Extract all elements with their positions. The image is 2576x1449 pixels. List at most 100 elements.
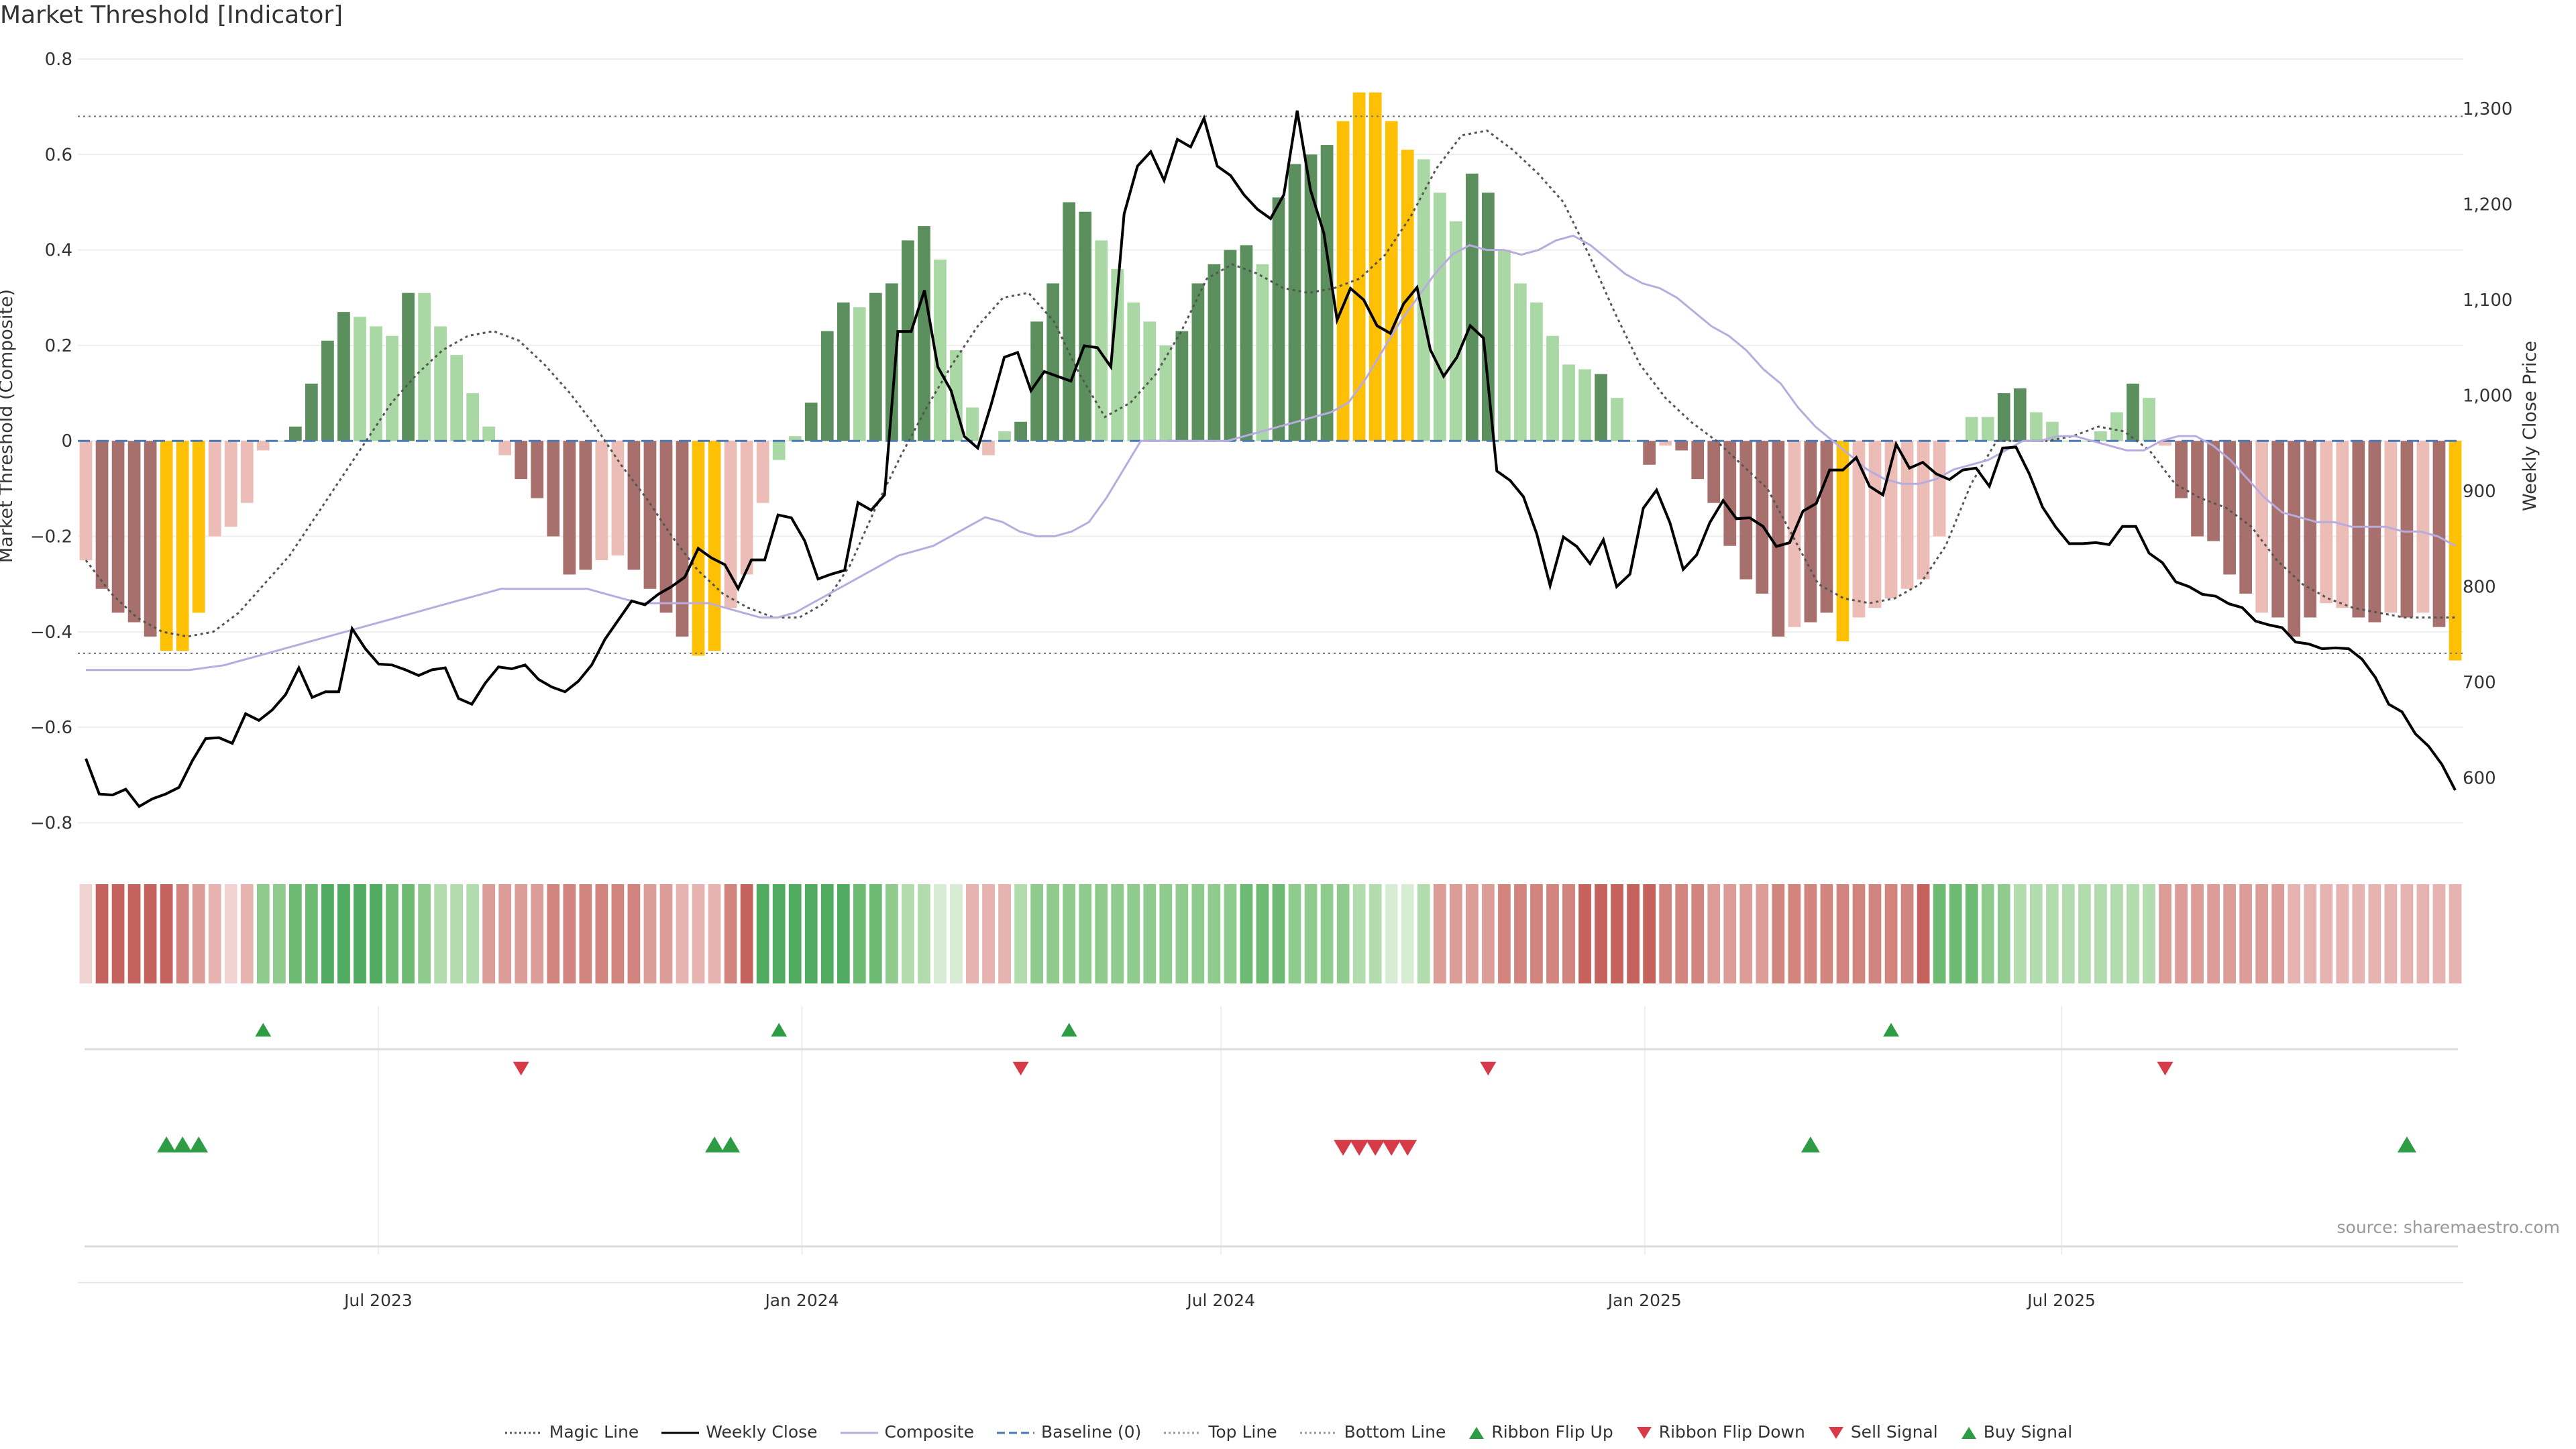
composite-bar [1095, 240, 1108, 441]
composite-bar [1208, 264, 1221, 441]
legend-label: Sell Signal [1850, 1421, 1938, 1442]
ribbon-cell [1079, 884, 1092, 983]
right-tick-label: 1,300 [2463, 99, 2512, 119]
composite-bar [127, 441, 141, 623]
composite-bar [2449, 441, 2462, 661]
ribbon-cell [2078, 884, 2091, 983]
ribbon-cell [498, 884, 512, 983]
composite-bar [1691, 441, 1705, 480]
composite-bar [902, 240, 914, 441]
composite-bar [547, 441, 560, 537]
composite-bar [1498, 250, 1511, 441]
composite-bar [1063, 202, 1076, 441]
composite-bar [1756, 441, 1769, 594]
composite-bar [1917, 441, 1930, 580]
ribbon-cell [305, 884, 318, 983]
magic-line [85, 129, 2455, 638]
ribbon-cell [1578, 884, 1591, 983]
grid [78, 58, 2463, 1254]
ribbon-cell [837, 884, 850, 983]
legend-label: Ribbon Flip Down [1658, 1421, 1805, 1442]
composite-bar [2143, 398, 2155, 441]
composite-bar [1175, 331, 1189, 441]
ribbon-cell [1723, 884, 1737, 983]
left-axis-label: Market Threshold (Composite) [0, 289, 17, 563]
triangle-down-icon [1636, 1426, 1652, 1439]
ribbon-cell [1030, 884, 1043, 983]
composite-bar [111, 441, 125, 613]
ribbon-cell [515, 884, 528, 983]
composite-bar [1320, 145, 1334, 441]
composite-bar [95, 441, 109, 589]
left-tick-label: −0.6 [30, 718, 72, 738]
ribbon-cell [934, 884, 947, 983]
sell-signal-marker [1382, 1140, 1401, 1156]
ribbon-cell [1208, 884, 1221, 983]
left-tick-label: 0.8 [45, 50, 72, 70]
ribbon [79, 884, 2462, 983]
ribbon-cell [402, 884, 415, 983]
composite-bar [708, 441, 721, 651]
dotted-line-icon [504, 1432, 543, 1434]
legend-label: Buy Signal [1983, 1421, 2073, 1442]
ribbon-cell [1917, 884, 1930, 983]
x-tick-label: Jul 2024 [1185, 1291, 1255, 1310]
composite-bar [1304, 154, 1318, 441]
composite-bar [402, 292, 415, 441]
ribbon-cell [966, 884, 979, 983]
ribbon-cell [321, 884, 334, 983]
composite-bar [305, 383, 318, 441]
composite-bar [2304, 441, 2317, 618]
buy-signal-marker [157, 1136, 176, 1152]
composite-bar [2271, 441, 2285, 618]
composite-bar [2191, 441, 2204, 537]
composite-bar [2255, 441, 2269, 613]
composite-bar [434, 326, 447, 441]
triangle-down-icon [1828, 1426, 1843, 1439]
ribbon-cell [2191, 884, 2204, 983]
ribbon-cell [1498, 884, 1511, 983]
axes: 0.8 0.6 0.4 0.2 0 −0.2 −0.4 −0.6 −0.8 600 700 800 90… [30, 50, 2513, 1310]
composite-bar [837, 302, 850, 441]
ribbon-cell [998, 884, 1011, 983]
ribbon-cell [853, 884, 866, 983]
composite-bar [918, 226, 930, 441]
composite-bar [1352, 92, 1366, 441]
ribbon-cell [1224, 884, 1237, 983]
ribbon-cell [563, 884, 576, 983]
ribbon-flip-down-marker [1480, 1061, 1497, 1076]
ribbon-cell [1900, 884, 1914, 983]
ribbon-cell [1949, 884, 1962, 983]
ribbon-cell [1981, 884, 1994, 983]
ribbon-cell [950, 884, 963, 983]
ribbon-cell [224, 884, 237, 983]
ribbon-flip-down-marker [513, 1061, 529, 1076]
right-axis-label: Weekly Close Price [2520, 341, 2540, 511]
signal-panels [78, 1022, 2463, 1283]
composite-bar [531, 441, 544, 498]
ribbon-cell [2029, 884, 2043, 983]
composite-bar [1675, 441, 1688, 451]
left-tick-label: 0 [61, 431, 72, 451]
composite-bar [192, 441, 205, 613]
right-tick-label: 900 [2463, 482, 2496, 502]
composite-bar [1965, 417, 1978, 441]
ribbon-cell [95, 884, 109, 983]
left-tick-label: 0.4 [45, 241, 72, 261]
ribbon-cell [2013, 884, 2027, 983]
composite-bar [1385, 121, 1398, 441]
buy-signal-marker [189, 1136, 209, 1152]
composite-bar [2223, 441, 2236, 575]
composite-bar [1723, 441, 1737, 546]
ribbon-cell [450, 884, 464, 983]
composite-bar [934, 259, 947, 441]
composite-bar [2400, 441, 2414, 618]
ribbon-cell [2368, 884, 2381, 983]
composite-bar [1852, 441, 1866, 618]
composite-bar [1611, 398, 1623, 441]
ribbon-cell [1562, 884, 1575, 983]
ribbon-cell [1530, 884, 1543, 983]
composite-bar [1900, 441, 1914, 589]
ribbon-cell [1788, 884, 1801, 983]
